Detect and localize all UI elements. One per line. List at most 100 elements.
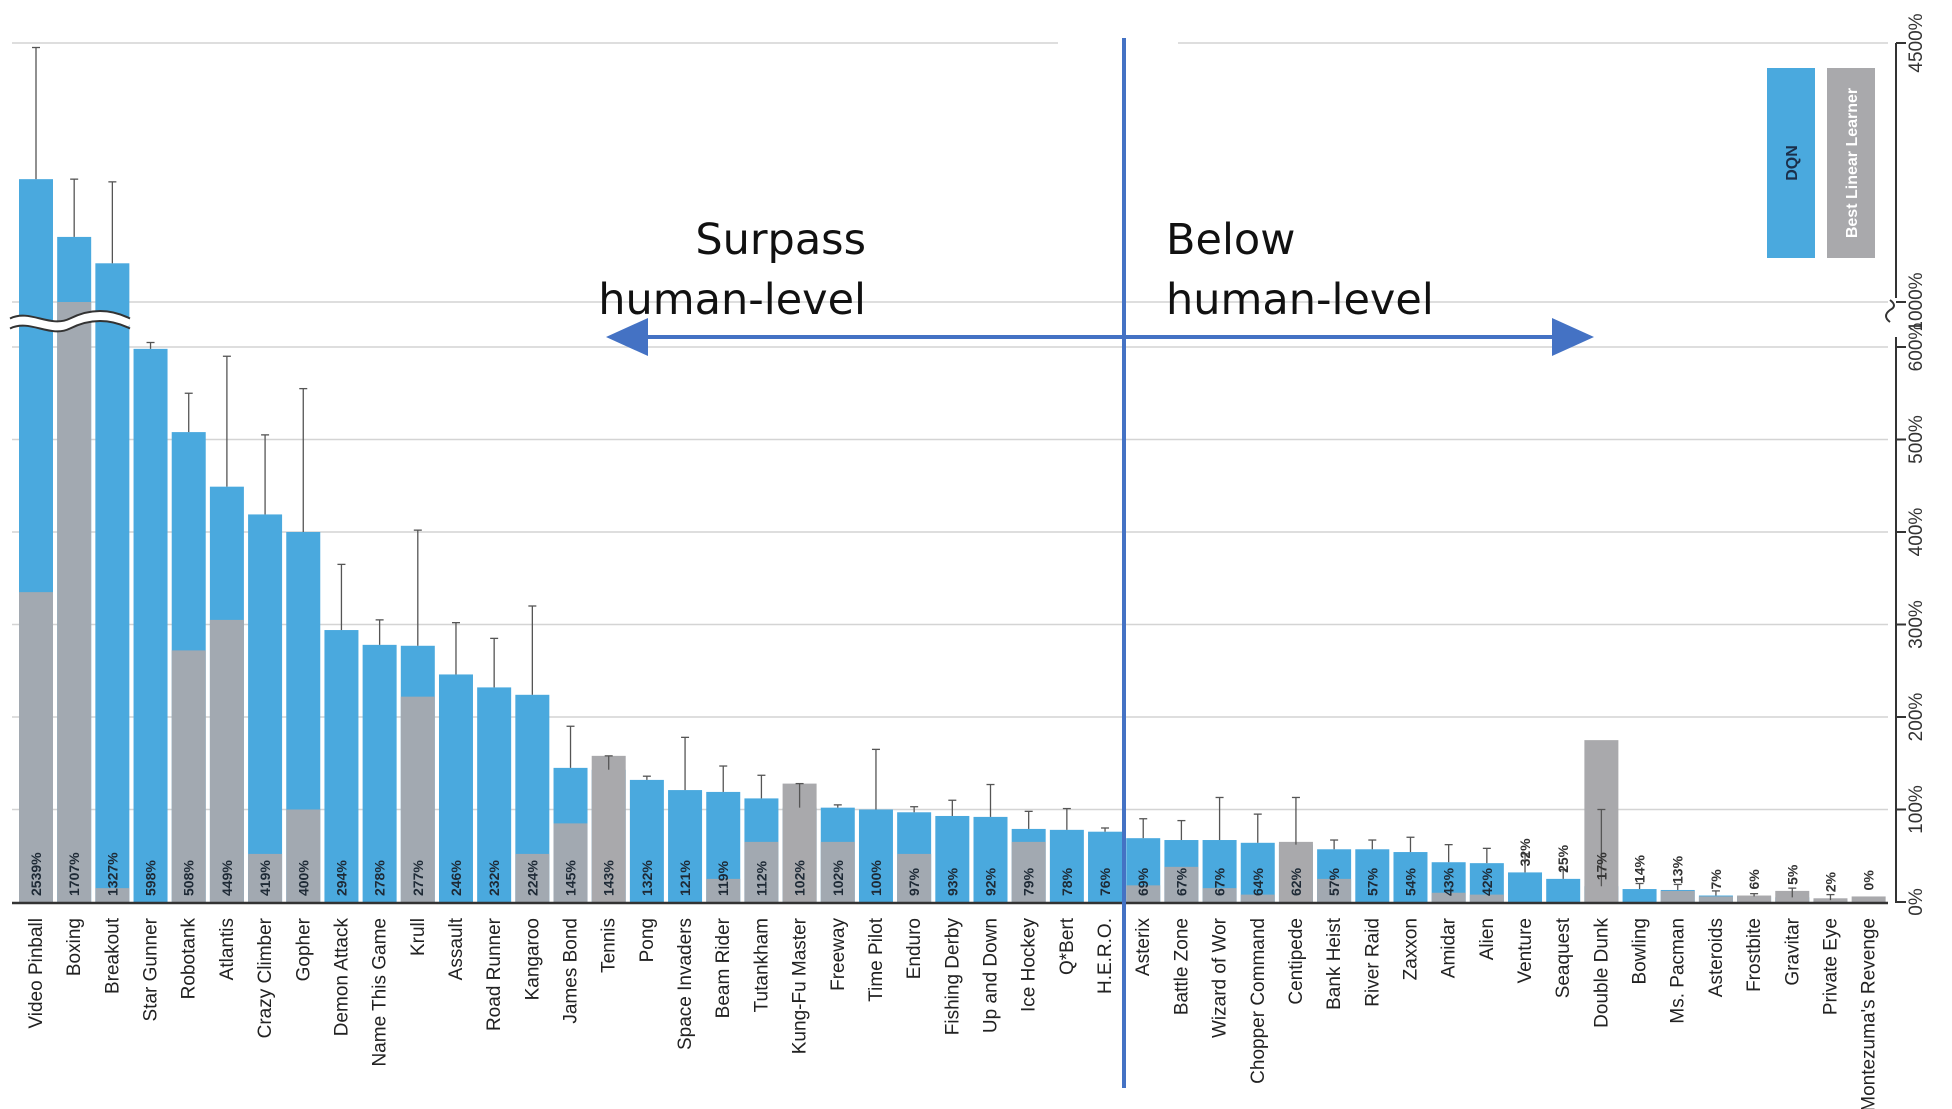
data-label-zaxxon: 54%	[1402, 867, 1418, 896]
x-tick-time-pilot: Time Pilot	[866, 917, 887, 1001]
data-label-robotank: 508%	[181, 860, 197, 896]
x-tick-gravitar: Gravitar	[1782, 917, 1803, 985]
data-label-gravitar: 5%	[1784, 864, 1800, 885]
data-label-beam-rider: 119%	[715, 860, 731, 896]
bar-dqn-bowling	[1622, 889, 1657, 902]
x-tick-boxing: Boxing	[64, 918, 85, 976]
x-tick-pong: Pong	[637, 918, 658, 962]
data-label-centipede: 62%	[1288, 867, 1304, 896]
bar-dqn-zaxxon	[1393, 852, 1428, 902]
x-tick-river-raid: River Raid	[1362, 918, 1383, 1007]
x-tick-assault: Assault	[446, 917, 467, 980]
bar-dqn-venture	[1508, 872, 1543, 902]
x-tick-breakout: Breakout	[102, 917, 123, 994]
x-tick-robotank: Robotank	[179, 918, 200, 1000]
data-label-kung-fu-master: 102%	[792, 860, 808, 896]
data-label-up-and-down: 92%	[983, 867, 999, 896]
arrow-head-left	[606, 318, 648, 356]
legend-label-best-linear-learner: Best Linear Learner	[1844, 88, 1861, 238]
data-label-gopher: 400%	[295, 860, 311, 896]
data-label-bank-heist: 57%	[1326, 867, 1342, 896]
x-tick-tutankham: Tutankham	[751, 918, 772, 1012]
bar-linear-chopper-command	[1240, 894, 1275, 902]
x-tick-krull: Krull	[408, 918, 429, 956]
data-label-river-raid: 57%	[1364, 867, 1380, 896]
x-tick-centipede: Centipede	[1286, 918, 1307, 1005]
x-tick-kangaroo: Kangaroo	[522, 918, 543, 1000]
data-label-battle-zone: 67%	[1173, 867, 1189, 896]
data-label-crazy-climber: 419%	[257, 860, 273, 896]
x-tick-freeway: Freeway	[828, 918, 849, 991]
x-tick-tennis: Tennis	[599, 918, 620, 973]
data-label-q-bert: 78%	[1059, 867, 1075, 896]
x-tick-bank-heist: Bank Heist	[1324, 917, 1345, 1010]
data-label-atlantis: 449%	[219, 860, 235, 896]
x-tick-q-bert: Q*Bert	[1057, 917, 1078, 975]
axis-break-band	[7, 311, 133, 331]
data-label-chopper-command: 64%	[1250, 867, 1266, 896]
x-tick-name-this-game: Name This Game	[370, 918, 391, 1067]
x-tick-alien: Alien	[1477, 918, 1498, 960]
data-label-tutankham: 112%	[753, 860, 769, 896]
bar-dqn-up-and-down	[973, 816, 1008, 902]
data-label-video-pinball: 2539%	[28, 852, 44, 896]
data-label-asteroids: 7%	[1708, 869, 1724, 890]
y-tick-label-4500: 4500%	[1906, 13, 1927, 72]
bar-dqn-name-this-game	[362, 644, 397, 902]
data-label-boxing: 1707%	[66, 852, 82, 896]
x-tick-montezuma-s-revenge: Montezuma's Revenge	[1859, 918, 1880, 1109]
bar-dqn-q-bert	[1049, 829, 1084, 902]
axis-break-line-bottom	[9, 320, 131, 333]
data-label-pong: 132%	[639, 860, 655, 896]
x-tick-bowling: Bowling	[1630, 918, 1651, 985]
error-bars	[32, 46, 1835, 901]
x-tick-ms-pacman: Ms. Pacman	[1668, 918, 1689, 1024]
data-label-ms-pacman: 13%	[1670, 855, 1686, 884]
y-tick-label-0: 0%	[1906, 888, 1927, 916]
y-axis-break	[1885, 299, 1895, 323]
annotation-surpass: Surpass human-level	[598, 215, 866, 325]
bar-linear-atlantis	[209, 619, 244, 902]
y-tick-label-300: 300%	[1906, 600, 1927, 649]
y-tick-label-200: 200%	[1906, 693, 1927, 742]
bar-linear-wizard-of-wor	[1202, 888, 1237, 902]
data-label-freeway: 102%	[830, 860, 846, 896]
data-label-name-this-game: 278%	[372, 860, 388, 896]
data-label-h-e-r-o: 76%	[1097, 867, 1113, 896]
data-label-seaquest: 25%	[1555, 844, 1571, 873]
bar-linear-frostbite	[1737, 895, 1772, 902]
data-label-breakout: 1327%	[104, 852, 120, 896]
x-tick-beam-rider: Beam Rider	[713, 917, 734, 1018]
bar-linear-enduro	[897, 853, 932, 902]
y-tick-label-100: 100%	[1906, 785, 1927, 834]
x-tick-up-and-down: Up and Down	[981, 918, 1002, 1033]
data-label-time-pilot: 100%	[868, 860, 884, 896]
x-tick-asteroids: Asteroids	[1706, 918, 1727, 997]
x-tick-labels: Video Pinball Boxing Breakout Star Gunner Ro…	[26, 917, 1880, 1109]
x-tick-video-pinball: Video Pinball	[26, 918, 47, 1029]
x-tick-space-invaders: Space Invaders	[675, 918, 696, 1050]
x-tick-crazy-climber: Crazy Climber	[255, 917, 276, 1038]
data-label-frostbite: 6%	[1746, 869, 1762, 890]
bar-linear-battle-zone	[1164, 866, 1199, 902]
y-tick-label-500: 500%	[1906, 415, 1927, 464]
x-tick-enduro: Enduro	[904, 918, 925, 979]
x-tick-venture: Venture	[1515, 918, 1536, 984]
x-tick-james-bond: James Bond	[561, 918, 582, 1024]
data-label-bowling: 14%	[1632, 854, 1648, 883]
bar-linear-montezuma-s-revenge	[1851, 896, 1886, 902]
y-tick-label-600: 600%	[1906, 323, 1927, 372]
bar-linear-robotank	[171, 650, 206, 902]
x-tick-seaquest: Seaquest	[1553, 917, 1574, 998]
data-label-tennis: 143%	[601, 860, 617, 896]
bar-dqn-pong	[629, 779, 664, 902]
x-tick-kung-fu-master: Kung-Fu Master	[790, 917, 811, 1054]
bar-linear-video-pinball	[19, 592, 53, 902]
legend-swatch-dqn	[1767, 68, 1815, 258]
bar-dqn-time-pilot	[858, 809, 893, 902]
bar-dqn-assault	[438, 674, 473, 902]
x-tick-atlantis: Atlantis	[217, 918, 238, 980]
annotation-below: Below human-level	[1166, 215, 1434, 325]
y-tick-label-1000: 1000%	[1906, 272, 1927, 331]
legend-swatch-best-linear-learner	[1827, 68, 1875, 258]
